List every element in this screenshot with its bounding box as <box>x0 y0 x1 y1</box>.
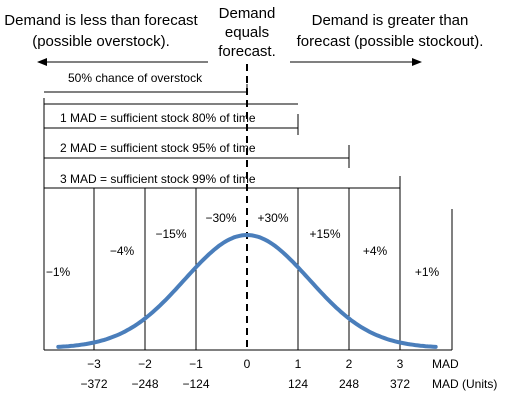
region-percent-minus4pct: −4% <box>110 244 135 258</box>
header-left-line2: (possible overstock). <box>32 33 170 50</box>
unit-tick-minus124: −124 <box>182 377 209 391</box>
region-percent-minus30pct: −30% <box>205 211 236 225</box>
mad1-label: 1 MAD = sufficient stock 80% of time <box>60 111 256 125</box>
region-percent-plus15pct: +15% <box>309 227 340 241</box>
mad-tick-minus1: −1 <box>189 357 203 371</box>
unit-tick-minus372: −372 <box>80 377 107 391</box>
region-percent-minus1pct: −1% <box>46 265 71 279</box>
mad-tick-2: 2 <box>346 357 353 371</box>
mad-tick-1: 1 <box>295 357 302 371</box>
units-axis-label: MAD (Units) <box>432 377 497 391</box>
region-percent-plus4pct: +4% <box>363 244 388 258</box>
region-percent-minus15pct: −15% <box>155 227 186 241</box>
header-center-line1: Demand <box>219 5 276 22</box>
header-right-line1: Demand is greater than <box>312 12 469 29</box>
unit-tick-124: 124 <box>288 377 308 391</box>
region-percent-plus30pct: +30% <box>257 211 288 225</box>
unit-tick-minus248: −248 <box>131 377 158 391</box>
header-center-line2: equals <box>225 24 269 41</box>
overstock-label: 50% chance of overstock <box>68 71 203 85</box>
header-center-line3: forecast. <box>218 43 276 60</box>
mad-axis-label: MAD <box>432 357 459 371</box>
unit-tick-372: 372 <box>390 377 410 391</box>
mad-tick-3: 3 <box>397 357 404 371</box>
mad2-label: 2 MAD = sufficient stock 95% of time <box>60 141 256 155</box>
mad-tick-minus2: −2 <box>138 357 152 371</box>
region-percent-plus1pct: +1% <box>415 265 440 279</box>
mad3-label: 3 MAD = sufficient stock 99% of time <box>60 172 256 186</box>
header-left-line1: Demand is less than forecast <box>4 12 198 29</box>
normal-distribution-curve <box>56 232 438 349</box>
unit-tick-248: 248 <box>339 377 359 391</box>
mad-tick-0: 0 <box>244 357 251 371</box>
header-right-line2: forecast (possible stockout). <box>297 33 484 50</box>
mad-tick-minus3: −3 <box>87 357 101 371</box>
